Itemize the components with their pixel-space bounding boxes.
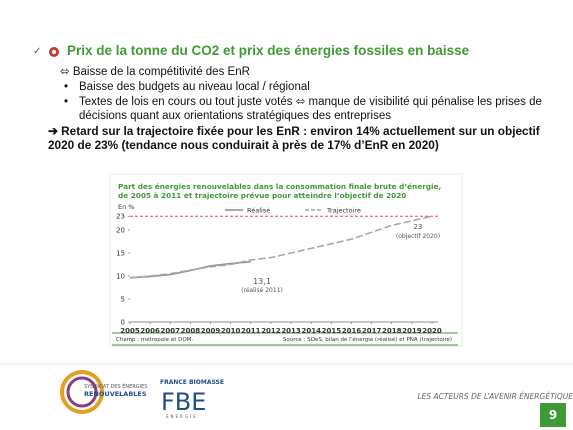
y-tick-label: 5 <box>121 296 125 304</box>
bullet: Textes de lois en cours ou tout juste vo… <box>79 96 542 122</box>
y-tick-label: 15 <box>116 250 125 258</box>
logo-mark: FBE <box>161 388 206 416</box>
x-tick-label: 2013 <box>281 327 301 335</box>
bullet: Baisse des budgets au niveau local / rég… <box>79 81 310 93</box>
y-tick-label: 0 <box>121 319 125 327</box>
bullet-dot: • <box>64 81 69 93</box>
page-number: 9 <box>549 408 557 422</box>
y-unit: En % <box>118 203 134 211</box>
page-box <box>540 403 566 427</box>
bullet-dot: • <box>64 96 69 108</box>
x-tick-label: 2017 <box>362 327 382 335</box>
y-tick-label: 20 <box>116 227 125 235</box>
bullet-icon <box>49 47 59 57</box>
tagline: LES ACTEURS DE L’AVENIR ÉNERGÉTIQUE <box>417 392 573 401</box>
footnote: Champ : métropole et DOM. <box>116 336 193 343</box>
annotation: 13,1 <box>253 277 271 286</box>
annotation: (objectif 2020) <box>396 233 440 240</box>
logo-ring <box>60 370 104 414</box>
conclusion: ➔ Retard sur la trajectoire fixée pour l… <box>48 124 540 152</box>
legend-label: Trajectoire <box>326 207 361 215</box>
x-tick-label: 2010 <box>221 327 241 335</box>
logo-text: RENOUVELABLES <box>84 390 147 398</box>
logo-text: FRANCE BIOMASSE <box>160 379 224 386</box>
legend-label: Réalisé <box>247 207 270 215</box>
annotation: (réalisé 2011) <box>241 287 283 294</box>
annotation: 23 <box>414 223 423 231</box>
series-line <box>129 215 433 279</box>
x-tick-label: 2018 <box>382 327 402 335</box>
subheading: ⬄ Baisse de la compétitivité des EnR <box>60 66 250 78</box>
x-tick-label: 2016 <box>342 327 362 335</box>
x-tick-label: 2008 <box>181 327 201 335</box>
x-tick-label: 2012 <box>261 327 281 335</box>
x-tick-label: 2020 <box>422 327 442 335</box>
logo-ring <box>66 376 98 408</box>
chart-frame <box>109 173 463 347</box>
x-tick-label: 2014 <box>301 327 321 335</box>
x-tick-label: 2005 <box>120 327 140 335</box>
x-tick-label: 2019 <box>402 327 422 335</box>
x-tick-label: 2015 <box>322 327 342 335</box>
x-tick-label: 2006 <box>140 327 160 335</box>
logo-text: ÉNERGIE <box>166 414 198 419</box>
y-tick-label: 10 <box>116 273 125 281</box>
x-tick-label: 2009 <box>201 327 221 335</box>
check-icon: ✓ <box>33 46 42 57</box>
heading: Prix de la tonne du CO2 et prix des éner… <box>67 43 470 58</box>
x-tick-label: 2007 <box>161 327 181 335</box>
logo-text: SYNDICAT DES ÉNERGIES <box>84 382 147 390</box>
y-tick-label: 23 <box>116 213 125 221</box>
chart-title: Part des énergies renouvelables dans la … <box>118 182 441 200</box>
x-tick-label: 2011 <box>241 327 261 335</box>
footnote: Source : SOeS, bilan de l’énergie (réali… <box>283 336 452 343</box>
